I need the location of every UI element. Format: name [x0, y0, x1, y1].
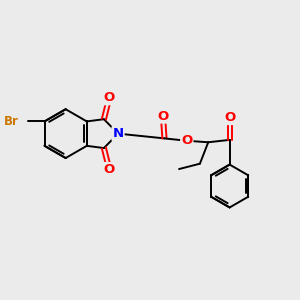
- Text: O: O: [181, 134, 192, 147]
- Text: O: O: [158, 110, 169, 123]
- Text: O: O: [103, 163, 115, 176]
- Text: O: O: [224, 111, 235, 124]
- Text: Br: Br: [4, 115, 19, 128]
- Text: O: O: [103, 91, 115, 104]
- Text: N: N: [112, 127, 124, 140]
